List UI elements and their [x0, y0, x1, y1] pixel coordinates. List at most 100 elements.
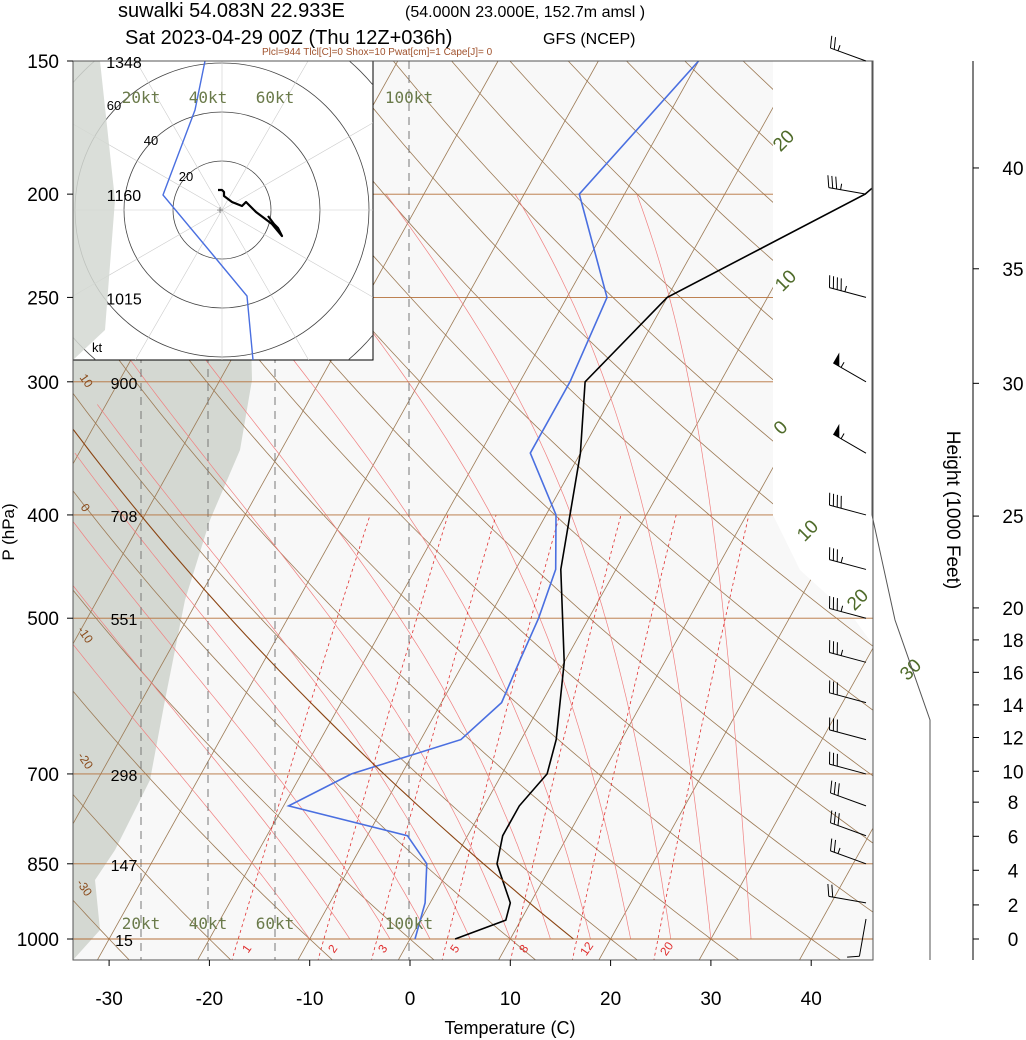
geopotential-label: 1160: [107, 188, 142, 205]
wind-barb-feather: [847, 955, 860, 958]
wind-barb: [828, 492, 867, 516]
wind-barb: [833, 423, 867, 454]
dry-adiabat-line: [73, 392, 638, 960]
hodograph-radial: [221, 209, 309, 360]
hodograph-blue-line: [162, 61, 254, 360]
wind-scale-label: 100kt: [385, 88, 433, 107]
wind-barb: [827, 883, 867, 904]
wind-scale-label: 40kt: [189, 88, 228, 107]
wind-barb-feather: [835, 176, 838, 190]
wind-barb-flag: [833, 352, 840, 367]
wind-barb-feather: [829, 35, 833, 49]
geopotential-label: 1348: [106, 55, 142, 72]
wind-barb: [828, 275, 867, 298]
temperature-tick-label: -30: [95, 989, 122, 1010]
wind-barb: [833, 352, 867, 383]
wind-barb-feather: [837, 783, 840, 796]
wind-barb-feather: [829, 838, 833, 851]
wind-scale-label: 60kt: [256, 88, 295, 107]
mixing-ratio-line: [653, 514, 750, 960]
hodograph-radial: [135, 61, 223, 211]
temperature-profile-line: [454, 186, 873, 940]
pressure-tick-label: 150: [27, 52, 59, 73]
temperature-tick-label: -10: [296, 989, 323, 1010]
mixing-ratio-line: [317, 514, 449, 960]
pressure-tick-label: 1000: [17, 930, 59, 951]
wind-barb-feather: [829, 780, 833, 793]
moist-adiabat-line: [73, 520, 391, 940]
dry-adiabat-line: [73, 793, 232, 960]
moist-adiabat-line: [385, 193, 672, 940]
title-date: Sat 2023-04-29 00Z (Thu 12Z+036h): [125, 27, 452, 49]
wind-barb: [829, 780, 867, 807]
barb-strip-outline: [871, 61, 931, 960]
height-tick-label: 40: [1002, 159, 1023, 180]
moist-adiabat-line: [514, 193, 712, 940]
wind-barb: [829, 35, 867, 62]
dry-adiabat-line: [73, 690, 334, 960]
temperature-tick-label: 0: [405, 989, 416, 1010]
wind-barb-staff: [829, 729, 867, 741]
dry-adiabat-line: [73, 589, 435, 960]
wind-scale-label: 20kt: [122, 88, 161, 107]
wind-barb: [828, 680, 867, 704]
wind-barb-half-feather: [840, 556, 844, 563]
moist-adiabat-line: [73, 643, 310, 940]
wind-barb-feather: [837, 813, 840, 826]
moist-adiabat-line: [73, 584, 351, 940]
wind-barb-feather: [833, 839, 837, 853]
wind-barb-staff: [830, 47, 867, 62]
isotherm-line: [197, 61, 699, 960]
pressure-tick-label: 200: [27, 185, 59, 206]
wind-barb: [829, 810, 867, 837]
height-tick-label: 16: [1002, 663, 1023, 684]
pressure-tick-label: 500: [27, 609, 59, 630]
wind-barb-feather: [827, 175, 830, 188]
wind-scale-label: 100kt: [385, 914, 433, 933]
wind-barb-staff: [829, 287, 867, 298]
wind-barb-half-feather: [840, 183, 843, 190]
geopotential-label: 147: [111, 858, 138, 875]
wind-barb-half-feather: [840, 361, 845, 368]
height-tick-label: 12: [1002, 728, 1023, 749]
pressure-tick-label: 700: [27, 765, 59, 786]
wind-barb-half-feather: [840, 433, 845, 439]
mixing-ratio-line: [572, 514, 677, 960]
wind-barb-staff: [830, 850, 867, 865]
wind-barb: [847, 918, 867, 958]
height-tick-label: 30: [1002, 374, 1023, 395]
temperature-tick-label: -20: [196, 989, 223, 1010]
height-tick-label: 35: [1002, 260, 1023, 281]
dry-adiabat-line: [73, 490, 537, 960]
hodograph-radial: [73, 123, 223, 211]
height-axis: 0 2 4 6 8 10 12 14 16 18 20 25 30 35 40: [972, 61, 1024, 960]
wind-barb-feather: [833, 811, 837, 825]
wind-barb-half-feather: [840, 649, 844, 656]
temperature-tick-label: 40: [801, 989, 822, 1010]
moist-adiabat-line: [268, 193, 632, 940]
y-axis-label: P (hPa): [0, 503, 18, 560]
wind-barb: [828, 547, 867, 570]
hodograph-radial: [135, 209, 223, 360]
wind-barb-staff: [830, 792, 867, 807]
wind-barb-feather: [833, 37, 837, 50]
height-tick-label: 6: [1008, 827, 1019, 848]
isotherm-line: [96, 61, 599, 960]
wind-barb-feather: [827, 883, 830, 897]
pressure-tick-label: 850: [27, 855, 59, 876]
wind-scale-label: 20kt: [122, 914, 161, 933]
height-tick-label: 20: [1002, 599, 1023, 620]
profile-series: [73, 61, 873, 940]
height-tick-label: 18: [1002, 631, 1023, 652]
pressure-tick-label: 250: [27, 288, 59, 309]
moist-adiabat-line: [128, 357, 511, 940]
height-tick-label: 0: [1008, 930, 1019, 951]
mixing-ratio-line: [441, 514, 560, 960]
temperature-tick-label: 10: [500, 989, 521, 1010]
height-tick-label: 2: [1008, 896, 1019, 917]
wind-barb: [828, 640, 867, 663]
hodograph-ring-label: 20: [179, 169, 193, 184]
hodograph-trace: [218, 188, 284, 238]
